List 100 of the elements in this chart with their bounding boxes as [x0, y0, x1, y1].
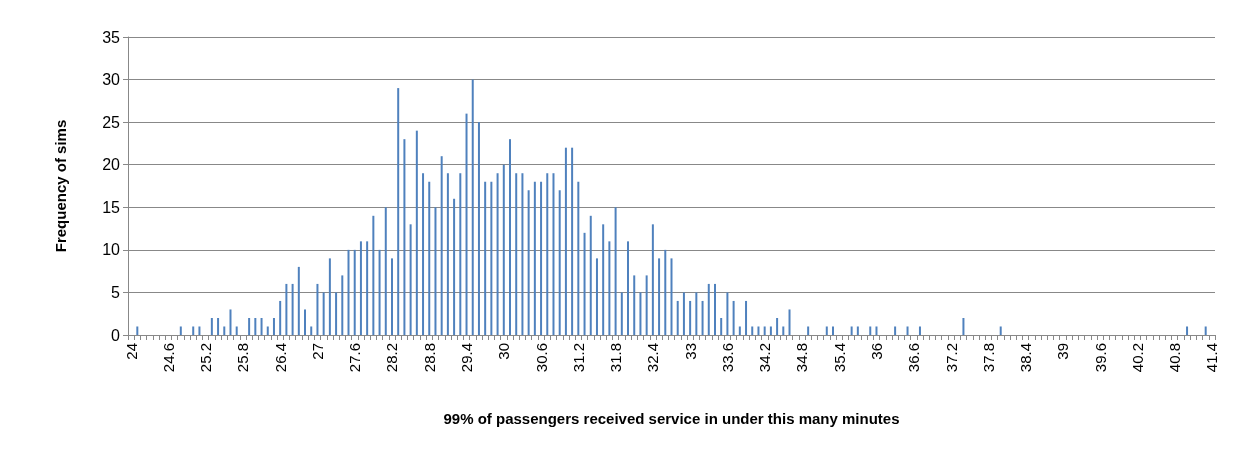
- bar: [310, 326, 313, 335]
- bar: [732, 300, 735, 335]
- bar: [490, 181, 493, 335]
- bar: [341, 275, 344, 335]
- bar: [335, 292, 338, 335]
- bar: [434, 207, 437, 335]
- bar: [906, 326, 909, 335]
- x-tick-label: 26.4: [271, 343, 289, 373]
- bar: [595, 258, 598, 335]
- bar: [453, 198, 456, 335]
- x-tick-label: 32.4: [644, 343, 662, 373]
- bar: [390, 258, 393, 335]
- x-tick-label: 27.6: [346, 343, 364, 373]
- bar: [465, 113, 468, 335]
- bar: [918, 326, 921, 335]
- bar: [583, 232, 586, 335]
- x-tick-label: 30.6: [532, 343, 550, 373]
- bar: [266, 326, 269, 335]
- bar: [459, 173, 462, 335]
- bar: [894, 326, 897, 335]
- x-tick-label: 31.8: [607, 343, 625, 373]
- y-tick-label: 30: [102, 71, 121, 89]
- bar: [850, 326, 853, 335]
- bar: [701, 300, 704, 335]
- bar: [676, 300, 679, 335]
- x-tick-label: 27: [308, 343, 326, 360]
- bar: [179, 326, 182, 335]
- y-tick-label: 20: [102, 156, 121, 174]
- bar: [428, 181, 431, 335]
- bar: [763, 326, 766, 335]
- x-tick-label: 35.4: [830, 343, 848, 373]
- bar: [279, 300, 282, 335]
- bar: [515, 173, 518, 335]
- bar: [651, 224, 654, 335]
- bar: [403, 139, 406, 335]
- bar: [260, 317, 263, 335]
- x-tick-label: 37.8: [979, 343, 997, 373]
- bar: [509, 139, 511, 335]
- bar: [409, 224, 412, 335]
- bar: [633, 275, 636, 335]
- bar: [372, 215, 375, 335]
- bar: [1186, 326, 1189, 335]
- bar: [533, 181, 536, 335]
- bar: [422, 173, 425, 335]
- bar: [291, 283, 294, 335]
- bar: [571, 147, 574, 335]
- bar: [776, 317, 779, 335]
- bar: [353, 249, 356, 335]
- x-tick-label: 39: [1054, 343, 1072, 360]
- x-tick-label: 34.8: [793, 343, 811, 373]
- bar: [192, 326, 195, 335]
- bar: [738, 326, 741, 335]
- x-axis-title: 99% of passengers received service in under this many minutes: [443, 410, 900, 427]
- bar: [384, 207, 387, 335]
- y-tick-label: 15: [102, 198, 121, 216]
- x-tick-label: 34.2: [756, 343, 774, 373]
- x-tick-label: 38.4: [1017, 343, 1035, 373]
- bar: [328, 258, 331, 335]
- bar: [807, 326, 810, 335]
- bar: [366, 241, 369, 335]
- bar: [496, 173, 499, 335]
- x-tick-label: 40.8: [1166, 343, 1184, 373]
- x-tick-label: 41.4: [1203, 343, 1221, 373]
- y-tick-label: 5: [111, 283, 121, 301]
- bar: [682, 292, 685, 335]
- bar: [446, 173, 449, 335]
- bar: [521, 173, 524, 335]
- y-tick-label: 35: [102, 28, 121, 46]
- bar: [577, 181, 580, 335]
- x-tick-label: 28.2: [383, 343, 401, 373]
- bar: [527, 190, 530, 335]
- bar: [856, 326, 859, 335]
- bar: [540, 181, 543, 335]
- bar: [304, 309, 307, 335]
- x-tick-label: 24.6: [159, 343, 177, 373]
- y-tick-label: 25: [102, 113, 121, 131]
- bar: [639, 292, 642, 335]
- bar: [670, 258, 673, 335]
- bar: [757, 326, 760, 335]
- bar: [707, 283, 710, 335]
- x-tick-label: 36: [867, 343, 885, 360]
- bar: [869, 326, 872, 335]
- bar: [248, 317, 251, 335]
- bar: [627, 241, 630, 335]
- bar: [285, 283, 288, 335]
- bar: [223, 326, 226, 335]
- x-tick-label: 36.6: [905, 343, 923, 373]
- x-tick-label: 33: [681, 343, 699, 360]
- x-tick-label: 29.4: [458, 343, 476, 373]
- x-tick-label: 40.2: [1128, 343, 1146, 373]
- bar: [695, 292, 698, 335]
- bar: [210, 317, 213, 335]
- bar: [564, 147, 567, 335]
- x-tick-label: 31.2: [569, 343, 587, 373]
- x-tick-label: 37.2: [942, 343, 960, 373]
- bar: [620, 292, 623, 335]
- bar: [713, 283, 716, 335]
- bar: [272, 317, 275, 335]
- bar: [589, 215, 592, 335]
- x-tick-label: 25.2: [197, 343, 215, 373]
